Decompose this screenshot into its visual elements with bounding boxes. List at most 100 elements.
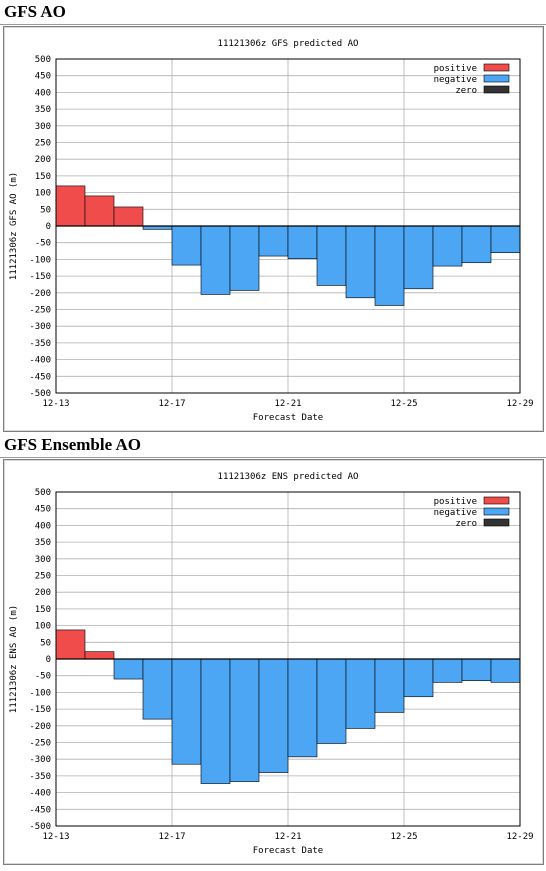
- chart-panel-ensemble: 11121306z ENS predicted AO 500 450 400 350 30…: [3, 459, 544, 865]
- bars: [55, 185, 521, 306]
- bar-negative: [403, 225, 434, 290]
- bar-negative: [432, 225, 463, 267]
- x-tick-label: 12-13: [42, 832, 69, 842]
- y-tick-label: 450: [35, 72, 51, 82]
- y-tick-label: 300: [35, 122, 51, 132]
- bar-positive: [55, 629, 86, 660]
- bar-negative: [316, 658, 347, 744]
- y-tick-label: -150: [29, 705, 51, 715]
- plot-frame: [55, 491, 521, 827]
- bar-positive: [84, 195, 115, 227]
- bars: [55, 629, 521, 784]
- x-tick-label: 12-21: [274, 832, 301, 842]
- y-tick-label: -500: [29, 389, 51, 399]
- bar-negative: [374, 658, 405, 713]
- x-tick-label: 12-25: [390, 399, 417, 409]
- y-tick-label: -300: [29, 322, 51, 332]
- bar-negative: [287, 658, 318, 758]
- chart-gfs-ao: 11121306z GFS predicted AO50045040035030…: [9, 39, 534, 423]
- bar-negative: [200, 225, 231, 295]
- legend-label: zero: [455, 519, 477, 529]
- y-tick-label: 400: [35, 88, 51, 98]
- y-tick-label: 400: [35, 521, 51, 531]
- y-tick-label: -200: [29, 722, 51, 732]
- legend-label: zero: [455, 86, 477, 96]
- plot-frame: [55, 58, 521, 394]
- y-tick-label: 500: [35, 55, 51, 65]
- bar-positive: [84, 651, 115, 660]
- legend-swatch: [483, 63, 510, 72]
- y-tick-label: -250: [29, 306, 51, 316]
- x-axis-label: Forecast Date: [253, 846, 323, 856]
- y-tick-label: -400: [29, 356, 51, 366]
- section-divider: [0, 24, 546, 25]
- y-axis-label: 11121306z ENS AO (m): [9, 605, 19, 713]
- y-tick-label: 50: [40, 205, 51, 215]
- y-tick-label: 150: [35, 172, 51, 182]
- y-tick-label: 450: [35, 505, 51, 515]
- bar-negative: [316, 225, 347, 286]
- y-tick-label: -200: [29, 289, 51, 299]
- x-tick-label: 12-17: [158, 832, 185, 842]
- chart-title: 11121306z GFS predicted AO: [218, 39, 359, 49]
- y-tick-label: -50: [35, 239, 51, 249]
- y-tick-label: -100: [29, 255, 51, 265]
- y-tick-label: 500: [35, 488, 51, 498]
- y-tick-label: -350: [29, 339, 51, 349]
- bar-negative: [142, 658, 173, 720]
- bar-negative: [461, 225, 492, 264]
- y-tick-label: 250: [35, 572, 51, 582]
- y-tick-label: -450: [29, 805, 51, 815]
- y-tick-label: 200: [35, 155, 51, 165]
- bar-negative: [345, 658, 376, 729]
- x-tick-label: 12-21: [274, 399, 301, 409]
- bar-negative: [461, 658, 492, 682]
- chart-title: 11121306z ENS predicted AO: [218, 472, 359, 482]
- y-tick-label: 100: [35, 622, 51, 632]
- section-title-gfs-ao: GFS AO: [4, 2, 66, 21]
- bar-positive: [113, 206, 144, 227]
- y-tick-label: -400: [29, 789, 51, 799]
- y-tick-label: -100: [29, 688, 51, 698]
- y-tick-label: -250: [29, 739, 51, 749]
- bar-negative: [171, 225, 202, 266]
- x-tick-label: 12-29: [506, 399, 533, 409]
- y-tick-label: -450: [29, 372, 51, 382]
- y-tick-label: -50: [35, 672, 51, 682]
- legend-swatch: [483, 507, 510, 516]
- chart-panel-gfs: 11121306z GFS predicted AO 500 450 400 350 30…: [3, 26, 544, 432]
- y-tick-label: 0: [46, 655, 51, 665]
- bar-negative: [287, 225, 318, 260]
- y-tick-label: 150: [35, 605, 51, 615]
- legend-swatch: [483, 85, 510, 94]
- legend-swatch: [483, 74, 510, 83]
- legend-swatch: [483, 496, 510, 505]
- bar-negative: [200, 658, 231, 784]
- legend-label: negative: [434, 508, 477, 518]
- legend-label: positive: [434, 64, 477, 74]
- bar-negative: [432, 658, 463, 683]
- bar-negative: [345, 225, 376, 299]
- section-divider: [0, 457, 546, 458]
- x-tick-label: 12-13: [42, 399, 69, 409]
- bar-negative: [171, 658, 202, 765]
- y-tick-label: -350: [29, 772, 51, 782]
- y-tick-label: 100: [35, 189, 51, 199]
- legend-label: negative: [434, 75, 477, 85]
- bar-negative: [229, 225, 260, 291]
- y-tick-label: 200: [35, 588, 51, 598]
- y-axis-label: 11121306z GFS AO (m): [9, 172, 19, 280]
- bar-negative: [490, 225, 521, 254]
- x-tick-label: 12-29: [506, 832, 533, 842]
- y-tick-label: -300: [29, 755, 51, 765]
- y-tick-label: 50: [40, 638, 51, 648]
- section-title-gfs-ensemble-ao: GFS Ensemble AO: [4, 435, 141, 454]
- x-tick-label: 12-25: [390, 832, 417, 842]
- bar-positive: [55, 185, 86, 227]
- legend-label: positive: [434, 497, 477, 507]
- bar-negative: [403, 658, 434, 698]
- bar-negative: [258, 225, 289, 257]
- chart-ens-ao: 11121306z ENS predicted AO50045040035030…: [9, 472, 534, 856]
- bar-negative: [374, 225, 405, 306]
- bar-negative: [490, 658, 521, 683]
